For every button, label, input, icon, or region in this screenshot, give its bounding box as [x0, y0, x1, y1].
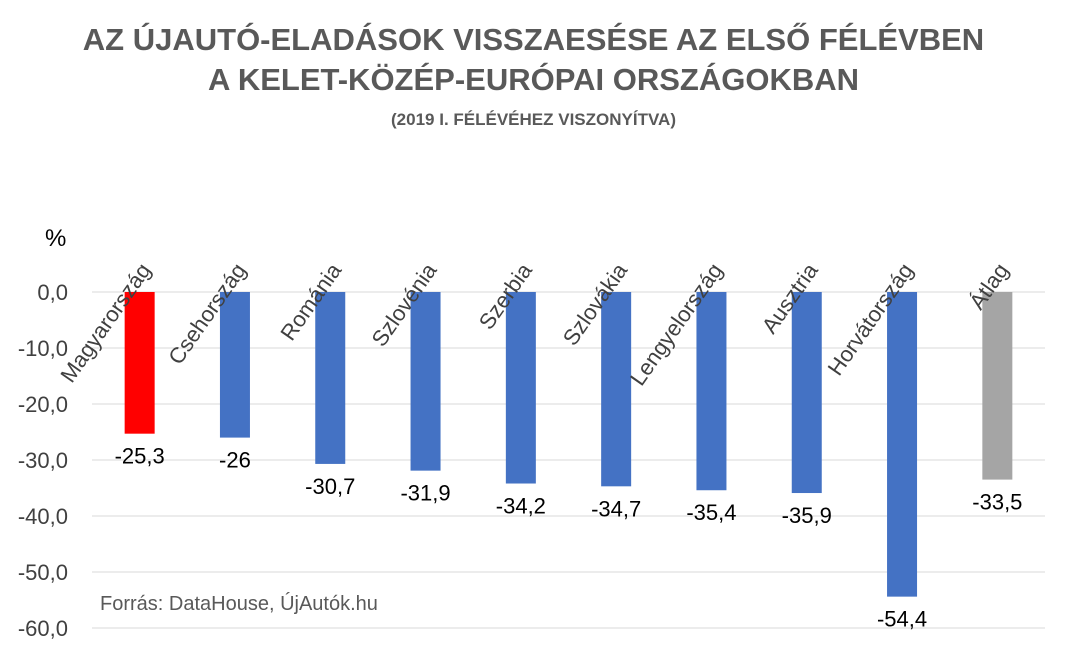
data-label: -34,2 — [496, 494, 546, 519]
bar — [124, 292, 155, 434]
bar — [696, 292, 727, 491]
y-tick-label: -30,0 — [18, 448, 68, 473]
data-label: -35,4 — [686, 500, 736, 525]
y-tick-label: -20,0 — [18, 392, 68, 417]
y-tick-label: -60,0 — [18, 616, 68, 641]
bar — [887, 292, 918, 597]
data-label: -26 — [219, 448, 251, 473]
bars — [124, 292, 1013, 597]
y-tick-label: -10,0 — [18, 336, 68, 361]
data-label: -33,5 — [972, 490, 1022, 515]
bar — [410, 292, 441, 471]
data-label: -25,3 — [115, 444, 165, 469]
data-labels: -25,3 -26 -30,7 -31,9 -34,2 -34,7 -35,4 -35,9 -5… — [115, 444, 1023, 632]
bar — [219, 292, 250, 438]
data-label: -54,4 — [877, 607, 927, 632]
gridlines — [92, 291, 1045, 629]
bar — [315, 292, 346, 464]
y-tick-label: -50,0 — [18, 560, 68, 585]
chart-subtitle: (2019 I. FÉLÉVÉHEZ VISZONYÍTVA) — [391, 110, 676, 129]
chart-title: AZ ÚJAUTÓ-ELADÁSOK VISSZAESÉSE AZ ELSŐ F… — [82, 22, 985, 57]
data-label: -34,7 — [591, 496, 641, 521]
y-tick-label: -40,0 — [18, 504, 68, 529]
source-note: Forrás: DataHouse, ÚjAutók.hu — [100, 592, 378, 615]
y-tick-label: 0,0 — [37, 280, 68, 305]
data-label: -35,9 — [782, 503, 832, 528]
y-axis-unit: % — [45, 225, 66, 252]
y-axis-ticks: 0,0 -10,0 -20,0 -30,0 -40,0 -50,0 -60,0 — [18, 280, 68, 641]
chart-title-line2: A KELET-KÖZÉP-EURÓPAI ORSZÁGOKBAN — [207, 62, 859, 97]
bar — [601, 292, 632, 487]
data-label: -31,9 — [400, 481, 450, 506]
bar — [982, 292, 1013, 480]
data-label: -30,7 — [305, 474, 355, 499]
bar — [791, 292, 822, 494]
bar — [505, 292, 536, 484]
